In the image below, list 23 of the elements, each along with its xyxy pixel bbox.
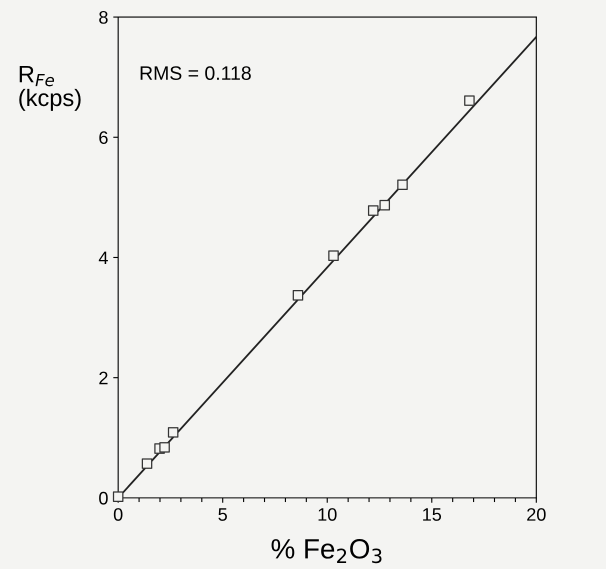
y-tick-label: 8 — [99, 11, 108, 24]
annotation: RMS = 0.118 — [140, 66, 251, 80]
y-tick-label: 0 — [99, 492, 108, 505]
y-tick-label: 4 — [98, 252, 108, 264]
x-tick-label: 0 — [114, 508, 122, 521]
point — [397, 179, 408, 190]
point — [328, 250, 339, 261]
x-tick-label: 10 — [318, 508, 337, 521]
point — [292, 290, 304, 301]
point — [368, 205, 379, 216]
point — [159, 442, 170, 453]
y-tick-label: 2 — [99, 372, 108, 384]
x-tick-label: 20 — [527, 508, 546, 521]
y-tick-label: 6 — [99, 131, 108, 144]
point — [142, 458, 152, 469]
point — [379, 200, 390, 210]
x-axis-title: % Fe$_{2}$O$_{3}$ — [272, 539, 382, 564]
x-tick-label: 15 — [423, 508, 442, 521]
y-axis-title: R$_{Fe}$ (kcps) — [19, 66, 81, 111]
x-tick-label: 5 — [218, 508, 227, 521]
point — [112, 491, 124, 502]
point — [464, 95, 475, 106]
point — [168, 427, 178, 438]
